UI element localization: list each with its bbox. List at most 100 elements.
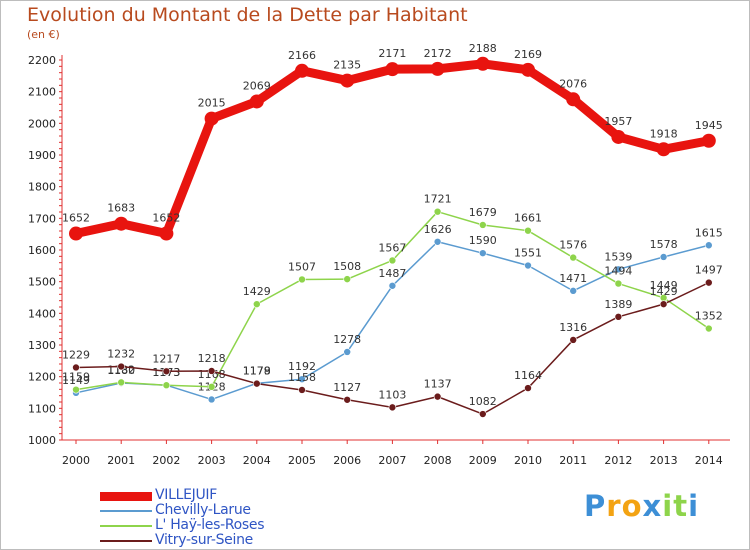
data-point — [656, 142, 671, 157]
data-label: 1494 — [604, 265, 632, 278]
y-tick-label: 1400 — [28, 307, 56, 320]
data-point — [117, 362, 125, 371]
data-label: 1578 — [650, 238, 678, 251]
data-point — [614, 313, 623, 321]
data-point — [72, 385, 80, 394]
data-label: 1576 — [559, 239, 587, 252]
data-label: 1159 — [62, 371, 90, 384]
data-label: 1626 — [424, 223, 452, 236]
data-point — [701, 133, 716, 148]
series-vitry-sur-seine: 1229 1232 1217 1218 1178 1158 1127 1103 1137 1082… — [62, 264, 723, 418]
x-tick-label: 2009 — [469, 454, 497, 467]
data-point — [524, 384, 532, 392]
data-point — [252, 379, 261, 388]
data-point — [611, 129, 626, 144]
data-point — [204, 111, 219, 126]
y-tick-label: 1500 — [28, 276, 56, 289]
data-label: 2076 — [559, 77, 587, 90]
x-tick-label: 2006 — [333, 454, 361, 467]
data-label: 1232 — [107, 348, 135, 361]
data-point — [524, 226, 532, 235]
data-point — [249, 94, 264, 109]
data-point — [298, 375, 306, 384]
y-tick-label: 1700 — [28, 212, 56, 225]
data-label: 1471 — [559, 272, 587, 285]
data-point — [72, 363, 80, 372]
legend-swatch — [100, 525, 152, 527]
x-tick-label: 2004 — [243, 454, 271, 467]
data-point — [433, 207, 442, 216]
data-label: 1127 — [333, 381, 361, 394]
data-label: 2188 — [469, 42, 497, 55]
y-tick-label: 1000 — [28, 434, 56, 447]
data-label: 1551 — [514, 247, 542, 260]
data-point — [521, 62, 535, 77]
data-label: 1615 — [695, 226, 723, 239]
chart-title: Evolution du Montant de la Dette par Hab… — [27, 4, 468, 26]
data-label: 1487 — [378, 267, 406, 280]
data-label: 1652 — [152, 212, 180, 225]
data-label: 1179 — [243, 364, 271, 377]
y-tick-label: 1600 — [28, 244, 56, 257]
proxiti-logo: Proxiti — [584, 489, 699, 523]
logo-letter: t — [673, 489, 689, 523]
data-label: 1661 — [514, 212, 542, 225]
x-tick-label: 2014 — [695, 454, 723, 467]
x-tick-label: 2010 — [514, 454, 542, 467]
data-label: 1316 — [559, 321, 587, 334]
x-tick-label: 2011 — [559, 454, 587, 467]
x-tick-label: 2003 — [198, 454, 226, 467]
data-label: 1217 — [152, 352, 180, 365]
x-tick-label: 2002 — [152, 454, 180, 467]
data-point — [388, 403, 397, 412]
data-point — [343, 395, 352, 404]
line-chart: 1000 1100 1200 1300 1400 1500 1600 1700 1800 1900… — [28, 42, 730, 467]
data-point — [433, 237, 442, 246]
y-tick-label: 1800 — [28, 181, 56, 194]
data-label: 1539 — [604, 250, 632, 263]
data-point — [298, 386, 306, 394]
data-point — [343, 275, 352, 283]
data-label: 1178 — [243, 365, 271, 378]
x-tick-label: 2012 — [604, 454, 632, 467]
data-point — [704, 278, 713, 287]
y-tick-label: 2200 — [28, 54, 56, 67]
data-label: 1149 — [62, 374, 90, 387]
data-label: 1567 — [378, 241, 406, 254]
y-tick-label: 2000 — [28, 117, 56, 130]
x-tick-label: 2007 — [378, 454, 406, 467]
legend-label: Vitry-sur-Seine — [155, 532, 253, 548]
legend-swatch — [100, 540, 152, 542]
data-label: 2171 — [378, 47, 406, 60]
data-label: 1679 — [469, 206, 497, 219]
data-label: 2015 — [198, 97, 226, 110]
logo-letter: r — [606, 489, 622, 523]
data-label: 1449 — [650, 279, 678, 292]
y-tick-label: 1900 — [28, 149, 56, 162]
legend-label: VILLEJUIF — [155, 487, 218, 503]
data-label: 1590 — [469, 234, 497, 247]
data-label: 1192 — [288, 360, 316, 373]
x-tick-label: 2001 — [107, 454, 135, 467]
x-tick-label: 2000 — [62, 454, 90, 467]
data-label: 1137 — [424, 378, 452, 391]
data-point — [614, 265, 623, 274]
logo-letter: i — [688, 489, 700, 523]
data-label: 1229 — [62, 348, 90, 361]
data-point — [298, 275, 306, 284]
data-point — [159, 226, 174, 241]
legend-label: Chevilly-Larue — [155, 502, 251, 518]
data-point — [430, 61, 445, 76]
data-label: 1218 — [198, 352, 226, 365]
data-label: 2169 — [514, 48, 542, 61]
data-label: 1957 — [604, 115, 632, 128]
y-tick-label: 1200 — [28, 371, 56, 384]
legend-swatch — [100, 510, 152, 512]
data-point — [704, 324, 713, 333]
data-point — [340, 73, 355, 88]
data-label: 1158 — [288, 371, 316, 384]
data-point — [524, 261, 532, 270]
chart-subtitle: (en €) — [27, 28, 60, 41]
legend-swatch — [100, 491, 152, 501]
